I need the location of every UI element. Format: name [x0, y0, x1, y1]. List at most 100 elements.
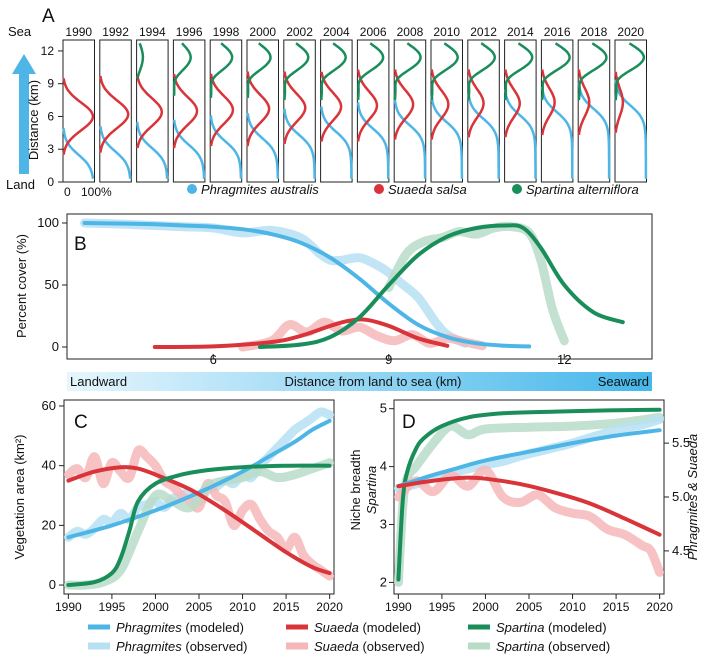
panel-a-year-box	[467, 39, 500, 183]
legend-spartina-dot	[512, 184, 522, 194]
panel-a-phragmites-profile	[99, 126, 132, 179]
panel-d-phragmites-observed-line	[393, 414, 665, 493]
panel-c-xtick-label: 2020	[316, 600, 343, 614]
panel-a-year-label: 1996	[176, 25, 203, 39]
panel-d-ylabel-left2: Spartina	[364, 466, 379, 514]
panel-a-year-2014: 2014	[503, 25, 537, 183]
panel-a-phragmites-profile	[62, 128, 95, 180]
panel-a-spartina-profile	[356, 42, 385, 101]
panel-c-label: C	[74, 412, 88, 433]
panel-a-year-box	[356, 39, 390, 183]
panel-a-year-1994: 1994	[135, 25, 169, 183]
panel-a-year-box	[320, 39, 353, 183]
panel-a-spartina-profile	[283, 42, 310, 101]
panel-d-xtick-label: 1990	[385, 600, 412, 614]
legend-phragmites-dot	[187, 184, 197, 194]
land-sea-gradient-bar	[67, 372, 652, 391]
panel-d-xtick-label: 2005	[516, 600, 543, 614]
panel-a-suaeda-profile	[62, 78, 95, 155]
panel-a-suaeda-profile	[356, 69, 379, 142]
panel-b-ytick-label: 50	[45, 277, 59, 292]
panel-a-year-2020: 2020	[614, 25, 648, 183]
panel-a-spartina-profile	[136, 42, 145, 79]
panel-b-suaeda-modeled-line	[152, 317, 450, 349]
panel-a-year-2012: 2012	[467, 25, 500, 183]
panel-a-phragmites-profile	[540, 86, 574, 179]
panel-d-axes: 2 3 4 5 4.5 5.0 5.5 1990 1995 2000 2005 2010 2015 202…	[380, 401, 690, 614]
panel-d-ytick-right-label: 5.0	[672, 489, 690, 504]
panel-d-ytick-left-label: 2	[380, 574, 387, 589]
panel-b-spartina-modeled-line	[258, 223, 625, 349]
panel-a-phragmites-profile	[209, 115, 243, 179]
panel-a-suaeda-profile	[136, 75, 164, 149]
panel-a-year-label: 2006	[360, 25, 387, 39]
panel-a-ytick-label: 0	[47, 175, 54, 189]
panel-b-label: B	[74, 234, 87, 255]
panel-a-spartina-profile	[614, 42, 646, 101]
panel-c-xtick-label: 1995	[99, 600, 126, 614]
panel-c-xtick-label: 2010	[229, 600, 256, 614]
panel-d-ytick-right-label: 4.5	[672, 543, 690, 558]
panel-c-suaeda-modeled-line	[66, 465, 332, 576]
panel-d-series	[393, 407, 665, 587]
panel-a-phragmites-profile	[430, 95, 464, 179]
panel-d-ylabel-left: Niche breadth	[348, 450, 363, 531]
panel-c-xtick-label: 2015	[273, 600, 300, 614]
panel-a-year-label: 1998	[213, 25, 240, 39]
panel-a-year-1996: 1996	[172, 25, 206, 183]
legend-phr-observed: Phragmites (observed)	[116, 639, 248, 654]
bottom-legend: Phragmites (modeled) Phragmites (observe…	[88, 620, 610, 654]
panel-d-spartina-modeled-line	[396, 407, 662, 582]
panel-d-ytick-left-label: 5	[380, 401, 387, 416]
panel-a-profiles: 1990 1992 1994 1996 1998 2000 2002 2004 2006 2008…	[62, 25, 648, 183]
panel-a-suaeda-profile	[99, 75, 130, 153]
panel-c-xtick-label: 1990	[55, 600, 82, 614]
legend-spa-observed: Spartina (observed)	[496, 639, 610, 654]
panel-b-phragmites-modeled-line	[82, 221, 532, 349]
panel-b-series	[80, 218, 625, 352]
panel-a-year-2018: 2018	[577, 25, 611, 183]
panel-a-phragmites-profile	[577, 82, 611, 179]
panel-a-spartina-profile	[467, 42, 497, 101]
panel-a-year-label: 2008	[397, 25, 424, 39]
panel-a-spartina-profile	[319, 42, 347, 101]
panel-a-phragmites-profile	[467, 93, 500, 179]
panel-a-spartina-profile	[393, 42, 422, 101]
land-label: Land	[6, 177, 35, 192]
panel-a-xmin: 0	[64, 185, 71, 199]
panel-a-year-label: 1990	[65, 25, 92, 39]
panel-d-label: D	[402, 412, 416, 433]
panel-c-ytick-label: 60	[42, 398, 56, 413]
panel-d-xtick-label: 2000	[472, 600, 499, 614]
panel-c-series	[63, 407, 335, 590]
panel-d-suaeda-modeled-line	[396, 475, 662, 537]
panel-b-suaeda-observed-line	[238, 317, 487, 352]
panel-c-ytick-label: 0	[49, 577, 56, 592]
panel-a-year-2000: 2000	[246, 25, 280, 183]
panel-d-ytick-left-label: 3	[380, 517, 387, 532]
panel-a-year-box	[504, 39, 537, 183]
panel-a-suaeda-profile	[504, 69, 521, 138]
panel-a-phragmites-profile	[172, 119, 206, 180]
panel-c-suaeda-observed-line	[63, 445, 335, 581]
panel-a-suaeda-profile	[283, 71, 307, 145]
panel-a-phragmites-profile	[393, 100, 427, 179]
panel-b-axes: 0 50 100 6 9 12	[37, 215, 571, 367]
legend-spartina-full: Spartina alterniflora	[526, 182, 639, 197]
panel-a-year-label: 2002	[286, 25, 313, 39]
panel-a-year-label: 2000	[249, 25, 276, 39]
seaward-label: Seaward	[598, 374, 649, 389]
panel-a-year-box	[246, 39, 279, 183]
landward-label: Landward	[70, 374, 127, 389]
panel-b-phragmites-observed-line	[80, 218, 470, 348]
legend-suaeda-full: Suaeda salsa	[388, 182, 467, 197]
panel-b-xtick-label: 9	[385, 352, 392, 367]
panel-a-year-label: 2020	[617, 25, 644, 39]
panel-b-xtick-label: 6	[210, 352, 217, 367]
panel-c-axes: 0 20 40 60 1990 1995 2000 2005 2010 2015 2020	[42, 398, 344, 614]
panel-a-suaeda-profile	[393, 69, 415, 140]
panel-a-year-box	[209, 39, 243, 183]
panel-a-ytick-label: 9	[47, 77, 54, 91]
panel-a-year-1998: 1998	[209, 25, 243, 183]
panel-a-ytick-label: 3	[47, 142, 54, 156]
